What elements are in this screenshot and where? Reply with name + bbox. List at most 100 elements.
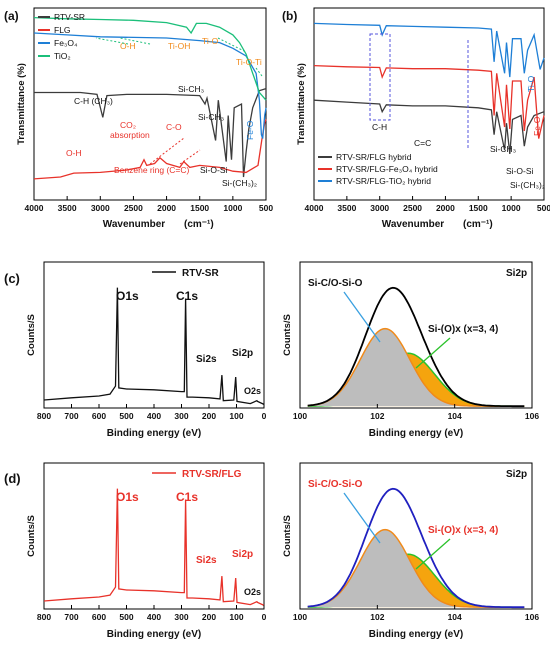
x-axis-label: Wavenumber xyxy=(382,219,445,230)
x-tick-label: 3000 xyxy=(370,203,389,213)
legend-entry: RTV-SR/FLG hybrid xyxy=(336,152,412,162)
x-tick-label: 1000 xyxy=(223,203,242,213)
region-label: Si2p xyxy=(506,268,527,279)
peak-label: O1s xyxy=(116,289,139,303)
x-axis-unit: (cm⁻¹) xyxy=(184,219,214,230)
component-label: Si-C/O-Si-O xyxy=(308,479,363,490)
x-tick-label: 2500 xyxy=(403,203,422,213)
ftir-panel-a: 4000 3500 3000 2500 2000 1500 1000 500 Transmitt… xyxy=(16,7,273,230)
peak-annotation: Si-CH₃ xyxy=(490,144,516,154)
peak-label: O2s xyxy=(244,386,261,396)
panel-label: (d) xyxy=(4,471,21,486)
y-axis-label: Counts/S xyxy=(26,515,37,557)
x-tick-label: 300 xyxy=(174,612,188,622)
peak-annotation: absorption xyxy=(110,130,150,140)
annotation-arrow xyxy=(217,37,247,53)
x-tick-label: 100 xyxy=(229,411,243,421)
peak-annotation: C=C xyxy=(414,138,431,148)
x-tick-label: 200 xyxy=(202,612,216,622)
x-tick-label: 500 xyxy=(119,612,133,622)
peak-annotation: Benzene ring (C=C) xyxy=(114,165,190,175)
peak-annotation: Si-O-Si xyxy=(506,166,534,176)
component-label: Si-(O)x (x=3, 4) xyxy=(428,324,498,335)
series-line-0 xyxy=(34,87,267,178)
legend-entry: RTV-SR/FLG-TiO₂ hybrid xyxy=(336,176,431,186)
legend-entry: RTV-SR/FLG-Fe₃O₄ hybrid xyxy=(336,164,438,174)
peak-label: Si2p xyxy=(232,549,253,560)
ftir-panel-b: 4000 3500 3000 2500 2000 1500 1000 500 Transmitt… xyxy=(296,7,550,230)
envelope-line xyxy=(307,487,525,609)
peak-annotation: Ti-O xyxy=(202,36,219,46)
x-tick-label: 3500 xyxy=(337,203,356,213)
legend-entry: Fe₃O₄ xyxy=(54,38,78,48)
x-tick-label: 100 xyxy=(293,612,307,622)
x-tick-label: 2000 xyxy=(436,203,455,213)
x-tick-label: 200 xyxy=(202,411,216,421)
legend-entry: RTV-SR/FLG xyxy=(182,469,242,480)
series-line-0 xyxy=(313,99,545,154)
y-axis-label: Transmittance (%) xyxy=(16,63,27,145)
x-axis-label: Binding energy (eV) xyxy=(107,629,201,640)
x-tick-label: 2000 xyxy=(157,203,176,213)
peak-annotation: Si-(CH₃)₂ xyxy=(510,180,545,190)
x-tick-label: 400 xyxy=(147,612,161,622)
x-tick-label: 500 xyxy=(259,203,273,213)
y-axis-label: Counts/S xyxy=(26,314,37,356)
label-arrow xyxy=(343,291,381,343)
x-tick-label: 106 xyxy=(525,612,539,622)
x-tick-label: 1500 xyxy=(469,203,488,213)
x-tick-label: 0 xyxy=(262,612,267,622)
x-tick-label: 100 xyxy=(293,411,307,421)
peak-label: C1s xyxy=(176,289,198,303)
plot-frame xyxy=(299,462,533,610)
peak-annotation: O-H xyxy=(120,41,136,51)
legend-entry: FLG xyxy=(54,25,71,35)
peak-annotation: Si-(CH₃)₂ xyxy=(222,178,257,188)
highlight-box xyxy=(369,33,391,121)
y-axis-label: Transmittance (%) xyxy=(296,63,307,145)
series-line-2 xyxy=(33,32,267,139)
peak-annotation: Ti-O xyxy=(526,75,536,92)
x-tick-label: 1000 xyxy=(502,203,521,213)
legend-entry: RTV-SR xyxy=(54,12,85,22)
peak-annotation: Fe-O xyxy=(245,120,255,140)
panel-label: (c) xyxy=(4,271,20,286)
x-tick-label: 800 xyxy=(37,612,51,622)
annotation-arrow xyxy=(149,137,185,165)
peak-label: Si2p xyxy=(232,348,253,359)
x-axis-unit: (cm⁻¹) xyxy=(463,219,493,230)
x-tick-label: 102 xyxy=(370,612,384,622)
xps-si2p-d: 100 102 104 106 Counts/S Binding energy (eV) S… xyxy=(282,462,539,640)
x-tick-label: 700 xyxy=(64,411,78,421)
y-axis-label: Counts/S xyxy=(282,314,293,356)
x-tick-label: 104 xyxy=(448,411,462,421)
x-tick-label: 3500 xyxy=(58,203,77,213)
annotation-arrow xyxy=(95,37,129,45)
series-line-3 xyxy=(33,16,267,101)
peak-annotation: CO₂ xyxy=(120,120,136,130)
label-arrow xyxy=(415,538,451,570)
envelope-line xyxy=(307,286,525,408)
peak-annotation: Si-CH₃ xyxy=(198,112,224,122)
xps-survey-d: 800 700 600 500 400 300 200 100 0 Counts/S Binding… xyxy=(26,462,267,640)
x-tick-label: 300 xyxy=(174,411,188,421)
y-axis-label: Counts/S xyxy=(282,515,293,557)
annotation-arrow xyxy=(179,149,201,165)
plot-frame xyxy=(299,261,533,409)
x-tick-label: 102 xyxy=(370,411,384,421)
peak-annotation: C-H (CH₃) xyxy=(74,96,113,106)
plot-frame xyxy=(43,462,265,610)
x-axis-label: Binding energy (eV) xyxy=(107,428,201,439)
peak-label: O1s xyxy=(116,490,139,504)
x-axis-label: Wavenumber xyxy=(103,219,166,230)
peak-annotation: Ti-OH xyxy=(168,41,190,51)
annotation-arrow xyxy=(255,67,263,77)
peak-annotation: Ti-O-Ti xyxy=(236,57,262,67)
x-tick-label: 500 xyxy=(537,203,550,213)
component-label: Si-C/O-Si-O xyxy=(308,278,363,289)
component-label: Si-(O)x (x=3, 4) xyxy=(428,525,498,536)
peak-annotation: Fe-O xyxy=(532,116,542,136)
annotation-arrow xyxy=(119,37,151,45)
x-tick-label: 1500 xyxy=(190,203,209,213)
